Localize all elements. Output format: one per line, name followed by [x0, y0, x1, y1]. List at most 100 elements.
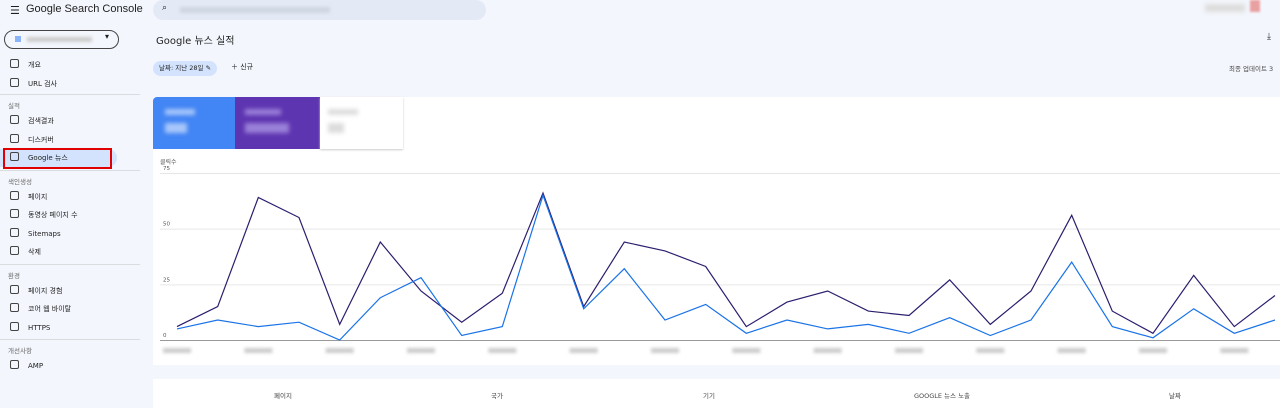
y-tick-label: 75 [163, 166, 170, 172]
nav-label: Sitemaps [28, 229, 61, 238]
nav-section[interactable]: 환경 [8, 271, 20, 280]
table-header-cell[interactable]: 기기 [703, 392, 715, 400]
blurred-x-label [732, 348, 761, 353]
blurred-x-label [813, 348, 842, 353]
date-filter: 날짜: 지난 28일 [159, 64, 204, 72]
blurred-metric [328, 109, 358, 115]
blurred-metric [328, 123, 344, 133]
nav-item[interactable]: 페이지 [10, 188, 47, 206]
nav-label: Google 뉴스 [28, 154, 68, 162]
search-box[interactable]: ⌕ [153, 0, 486, 20]
nav-icon [10, 360, 19, 369]
nav-label: AMP [28, 362, 44, 370]
search-icon: ⌕ [162, 3, 168, 13]
avatar[interactable] [1250, 0, 1260, 12]
nav-item[interactable]: 코어 웹 바이탈 [10, 300, 71, 318]
separator [0, 263, 140, 265]
y-tick-label: 0 [163, 333, 167, 339]
blurred-metric [165, 123, 187, 133]
nav-icon [10, 321, 19, 331]
table-card [153, 379, 1280, 408]
nav-label: 코어 웹 바이탈 [28, 305, 72, 313]
blurred-metric [165, 109, 195, 115]
nav-label: 삭제 [28, 248, 41, 256]
nav-label: 검색결과 [28, 117, 54, 125]
blurred-property [27, 37, 92, 42]
property-icon [15, 36, 21, 42]
last-update: 최종 업데이트 3 [1229, 65, 1274, 73]
blurred-x-label [488, 348, 517, 353]
separator [0, 169, 140, 171]
blurred-x-label [1220, 348, 1249, 353]
nav-icon [10, 209, 19, 218]
metric-card-impressions[interactable] [235, 97, 320, 149]
nav-item[interactable]: 페이지 경험 [10, 282, 62, 300]
y-axis-label: 클릭수 [160, 158, 177, 166]
nav-item[interactable]: HTTPS [10, 319, 50, 337]
blurred-x-label [1057, 348, 1086, 353]
metric-card-ctr[interactable] [320, 97, 403, 149]
nav-icon [10, 78, 19, 87]
nav-item[interactable]: Google 뉴스 [10, 149, 68, 167]
blurred-x-label [976, 348, 1005, 353]
separator [0, 339, 140, 340]
nav-icon [10, 59, 19, 68]
blurred-x-label [407, 348, 435, 353]
blurred-x-label [325, 348, 354, 353]
blurred-metric [245, 123, 289, 133]
nav-icon [10, 284, 19, 294]
nav-item[interactable]: Sitemaps [10, 225, 61, 243]
blurred-url [180, 7, 330, 13]
y-tick-label: 50 [163, 222, 170, 228]
nav-item[interactable]: 삭제 [10, 243, 41, 261]
separator [0, 94, 140, 95]
nav-section[interactable]: 실적 [8, 102, 20, 110]
blurred-x-label [163, 348, 191, 353]
nav-section[interactable]: 개선사항 [8, 347, 32, 355]
new-label: 신규 [240, 63, 254, 71]
nav-icon [10, 115, 19, 124]
nav-label: 페이지 [28, 192, 48, 201]
metric-card-clicks[interactable] [153, 97, 235, 149]
download-icon[interactable]: ⤓ [1267, 32, 1271, 42]
nav-item[interactable]: 디스커버 [10, 131, 54, 149]
nav-item[interactable]: AMP [10, 357, 43, 375]
nav-item[interactable]: 검색결과 [10, 112, 54, 130]
date-filter-chip[interactable]: 날짜: 지난 28일 ✎ [153, 61, 218, 76]
data-line [176, 193, 1276, 341]
nav-section[interactable]: 색인생성 [8, 177, 32, 186]
nav-icon [10, 227, 19, 237]
new-button[interactable]: ＋ 신규 [231, 63, 254, 71]
table-header-cell[interactable]: 페이지 [274, 392, 292, 400]
nav-icon [10, 133, 19, 143]
menu-icon[interactable]: ☰ [10, 4, 20, 17]
nav-icon [10, 152, 19, 161]
table-header-cell[interactable]: GOOGLE 뉴스 노출 [913, 392, 971, 400]
page-title: Google 뉴스 실적 [156, 36, 235, 47]
nav-item[interactable]: 개요 [10, 56, 41, 74]
blurred-account [1205, 4, 1245, 12]
nav-icon [10, 246, 19, 255]
data-line [176, 191, 1276, 335]
blurred-x-label [651, 348, 679, 353]
nav-label: 동영상 페이지 수 [28, 211, 78, 219]
table-header-cell[interactable]: 날짜 [1169, 392, 1181, 400]
nav-item[interactable]: 동영상 페이지 수 [10, 206, 78, 224]
blurred-x-label [569, 348, 598, 353]
nav-icon [10, 303, 19, 312]
blurred-x-label [895, 348, 923, 353]
blurred-x-label [244, 348, 273, 353]
property-selector[interactable]: ▾ [4, 30, 119, 49]
nav-item[interactable]: URL 검사 [10, 75, 57, 93]
highlight-box [3, 148, 112, 169]
selected-bg [0, 149, 117, 167]
blurred-metric [245, 109, 281, 115]
nav-label: 개요 [28, 61, 41, 69]
nav-label: 페이지 경험 [28, 286, 63, 295]
table-header-cell[interactable]: 국가 [491, 392, 503, 400]
y-tick-label: 25 [163, 277, 170, 283]
app-name: Google Search Console [26, 3, 143, 15]
nav-label: 디스커버 [28, 135, 54, 144]
